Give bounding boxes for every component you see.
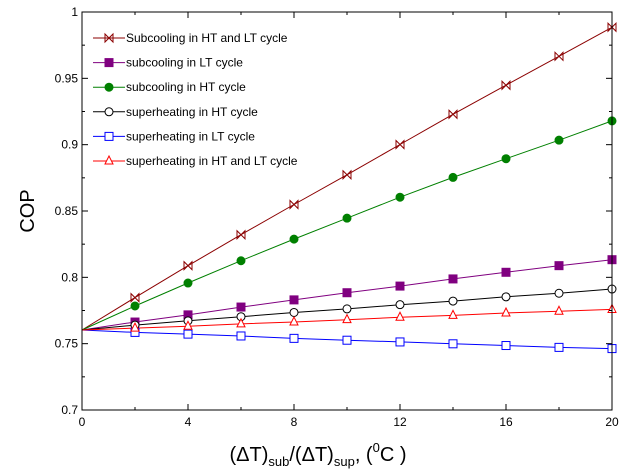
x-axis-label-unit-close: C ): [380, 444, 407, 466]
legend-label-0: Subcooling in HT and LT cycle: [126, 31, 288, 45]
series-1-point: [289, 295, 299, 305]
series-3-point: [554, 288, 564, 298]
series-3-point: [395, 300, 405, 310]
x-axis-label-delta1: ΔT): [236, 444, 268, 466]
series-5-point: [554, 305, 564, 315]
legend-label-1: subcooling in LT cycle: [126, 56, 243, 70]
legend-marker-1: [104, 58, 114, 68]
series-0-point: [607, 22, 617, 33]
y-tick-label: 0.7: [61, 403, 78, 417]
series-1-point: [501, 267, 511, 277]
series-0-point: [448, 109, 458, 120]
y-tick-label: 1: [71, 5, 78, 19]
series-0-point: [130, 292, 140, 303]
y-tick-label: 0.95: [55, 71, 79, 85]
legend-marker-2: [104, 82, 114, 92]
series-5-point: [342, 313, 352, 324]
series-line-2: [81, 120, 613, 331]
x-axis-label-unit-open: , (: [355, 444, 373, 466]
x-tick-label: 16: [499, 415, 513, 429]
legend-marker-4: [104, 131, 114, 141]
series-1-point: [448, 274, 458, 284]
series-4-point: [554, 342, 564, 352]
series-0-point: [183, 260, 193, 271]
series-5-point: [448, 309, 458, 319]
series-3-point: [342, 304, 352, 314]
series-2-point: [342, 213, 352, 223]
x-tick-label: 0: [79, 415, 86, 429]
x-axis-label-open: (: [229, 444, 236, 466]
series-0-point: [395, 139, 405, 150]
series-5-point: [289, 315, 299, 326]
series-5-point: [183, 320, 193, 330]
legend: Subcooling in HT and LT cycle subcooling …: [93, 31, 298, 168]
series-4-point: [289, 333, 299, 343]
series-4-point: [236, 331, 246, 341]
series-0-point: [342, 169, 352, 180]
x-tick-label: 20: [605, 415, 619, 429]
x-tick-label: 4: [185, 415, 192, 429]
y-tick-label: 0.9: [61, 138, 78, 152]
series-2-point: [183, 278, 193, 288]
series-4-point: [448, 339, 458, 349]
series-0-point: [501, 80, 511, 91]
y-tick-label: 0.8: [61, 270, 78, 284]
series-5-point: [236, 317, 246, 328]
series-3-point: [289, 307, 299, 317]
series-4-point: [342, 335, 352, 345]
x-tick-label: 8: [291, 415, 298, 429]
y-ticks: 0.7 0.75 0.8 0.85 0.9 0.95 1: [55, 5, 612, 417]
y-tick-label: 0.85: [55, 204, 79, 218]
legend-marker-5: [104, 154, 114, 165]
legend-label-5: superheating in HT and LT cycle: [126, 154, 298, 168]
series-0-point: [289, 199, 299, 210]
series-1-point: [554, 261, 564, 271]
series-2-point: [501, 154, 511, 164]
series-3-point: [448, 296, 458, 306]
series-1-point: [395, 281, 405, 291]
series-2-point: [289, 234, 299, 244]
x-axis-label-sub1: sub: [268, 454, 289, 469]
series-2-point: [130, 301, 140, 311]
x-axis-label-sup0: 0: [373, 440, 380, 455]
series-2-point: [448, 172, 458, 182]
series-1-point: [342, 288, 352, 298]
series-line-0: [81, 26, 613, 331]
y-tick-label: 0.75: [55, 337, 79, 351]
x-axis-label-delta2: ΔT): [302, 444, 334, 466]
x-axis-label-sub2: sup: [334, 454, 355, 469]
series-0-point: [554, 51, 564, 62]
legend-marker-0: [104, 32, 114, 44]
series-lines: [81, 26, 613, 350]
y-axis-label: COP: [17, 189, 39, 232]
series-3-point: [501, 292, 511, 302]
series-5-point: [501, 306, 511, 317]
series-4-point: [395, 337, 405, 347]
series-2-point: [236, 256, 246, 266]
x-axis-label: (ΔT)sub/(ΔT)sup, (0C ): [229, 440, 406, 469]
x-ticks: 0 4 8 12 16 20: [79, 12, 619, 429]
series-2-point: [554, 135, 564, 145]
series-1-point: [236, 302, 246, 312]
series-2-point: [395, 192, 405, 202]
x-tick-label: 12: [393, 415, 407, 429]
series-markers: [130, 22, 617, 354]
series-0-point: [236, 229, 246, 240]
plot-area-frame: [81, 11, 613, 411]
x-axis-label-slash: /(: [289, 444, 302, 466]
legend-marker-3: [104, 107, 114, 117]
legend-label-4: superheating in LT cycle: [126, 129, 255, 143]
series-5-point: [130, 322, 140, 332]
series-4-point: [501, 341, 511, 351]
series-4-point: [183, 329, 193, 339]
series-5-point: [395, 311, 405, 321]
legend-label-2: subcooling in HT cycle: [126, 80, 246, 94]
legend-label-3: superheating in HT cycle: [126, 105, 258, 119]
